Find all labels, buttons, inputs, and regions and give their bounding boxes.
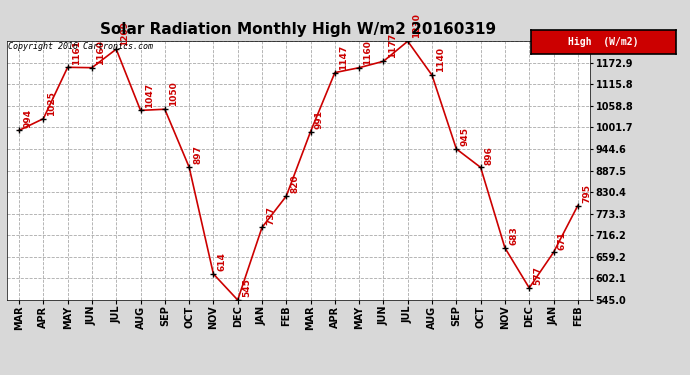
Text: 1047: 1047 <box>145 82 154 108</box>
Text: 896: 896 <box>485 146 494 165</box>
Text: 671: 671 <box>558 231 566 250</box>
Text: 1050: 1050 <box>169 82 178 106</box>
Text: 737: 737 <box>266 206 275 225</box>
Text: 614: 614 <box>217 252 226 271</box>
Text: High  (W/m2): High (W/m2) <box>569 37 639 47</box>
Text: 1147: 1147 <box>339 45 348 70</box>
Text: 1160: 1160 <box>96 40 105 65</box>
Text: 1025: 1025 <box>48 91 57 116</box>
Text: 1230: 1230 <box>412 13 421 39</box>
Title: Solar Radiation Monthly High W/m2 20160319: Solar Radiation Monthly High W/m2 201603… <box>100 22 497 37</box>
Text: 795: 795 <box>582 184 591 203</box>
Text: 577: 577 <box>533 266 542 285</box>
Text: 1161: 1161 <box>72 39 81 64</box>
Text: 991: 991 <box>315 110 324 129</box>
Text: 897: 897 <box>193 145 202 164</box>
Text: 820: 820 <box>290 175 299 194</box>
Text: 683: 683 <box>509 226 518 245</box>
Text: 945: 945 <box>460 127 469 146</box>
Text: 994: 994 <box>23 108 32 128</box>
Text: 545: 545 <box>242 278 251 297</box>
Text: 1177: 1177 <box>388 33 397 58</box>
Text: 1140: 1140 <box>436 48 445 72</box>
Text: 1160: 1160 <box>364 40 373 65</box>
Text: Copyright 2016 Cartronics.com: Copyright 2016 Cartronics.com <box>8 42 153 51</box>
Text: 1209: 1209 <box>120 21 130 46</box>
